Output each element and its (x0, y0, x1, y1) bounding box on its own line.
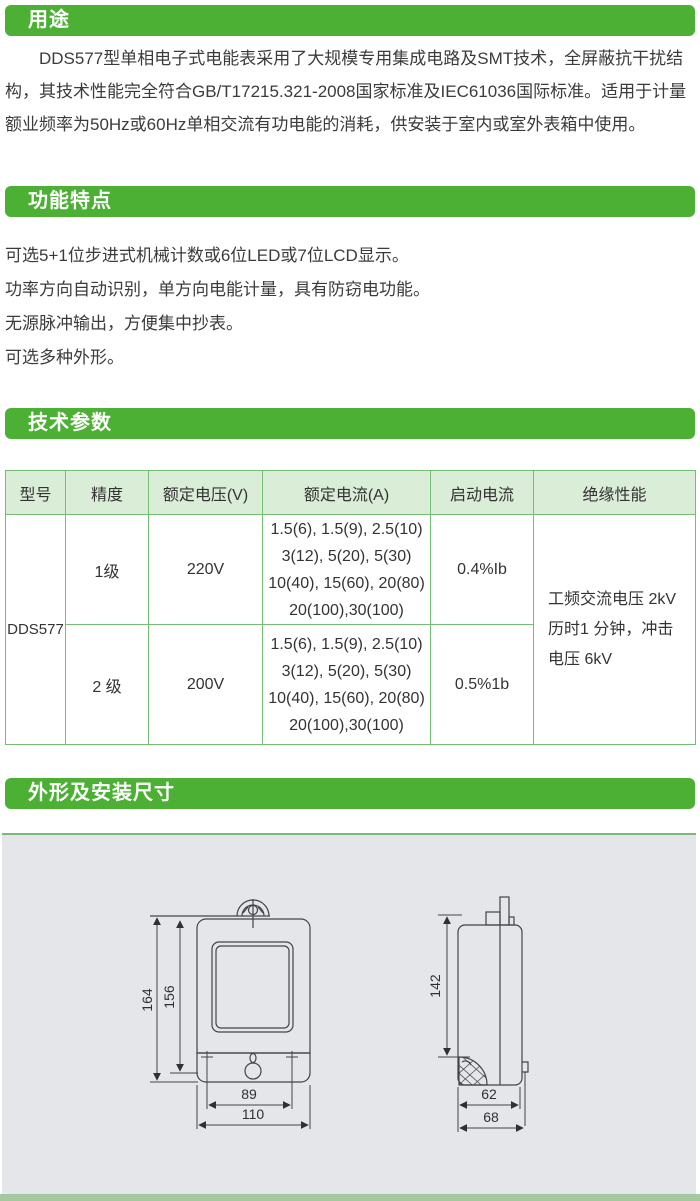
list-item: 可选5+1位步进式机械计数或6位LED或7位LCD显示。 (5, 246, 409, 265)
terminal-cover-outline (196, 1052, 311, 1083)
dimension-drawing-panel: 164 156 89 110 (2, 833, 696, 1195)
section-title: 功能特点 (28, 190, 112, 212)
dimension-label: 142 (427, 974, 443, 998)
current-line: 3(12), 5(20), 5(30) (281, 547, 412, 565)
current-line: 3(12), 5(20), 5(30) (281, 662, 412, 680)
terminal-screw-protrusion (522, 1061, 529, 1073)
dimension-164: 164 (139, 917, 198, 1083)
dimension-label: 156 (161, 985, 177, 1009)
col-header-model: 型号 (5, 470, 66, 515)
model-cell: DDS577 (5, 514, 66, 745)
meter-body-outline (196, 918, 311, 1054)
dimension-label: 89 (241, 1086, 257, 1102)
current-line: 20(100),30(100) (289, 601, 404, 619)
table-row: DDS577 1级 220V 1.5(6), 1.5(9), 2.5(10) 3… (5, 514, 696, 745)
list-item: 无源脉冲输出，方便集中抄表。 (5, 314, 243, 333)
insulation-cell: 工频交流电压 2kV 历时1 分钟，冲击 电压 6kV (533, 514, 696, 745)
table-header-row: 型号 精度 额定电压(V) 额定电流(A) 启动电流 绝缘性能 (5, 470, 696, 515)
voltage-cell: 200V (148, 624, 263, 745)
current-line: 1.5(6), 1.5(9), 2.5(10) (270, 520, 423, 538)
accuracy-cell: 2 级 (65, 624, 149, 745)
dimension-68: 68 (459, 1109, 524, 1132)
dimension-62: 62 (457, 1086, 521, 1132)
section-header-features: 功能特点 (5, 186, 695, 217)
dimension-label: 164 (139, 988, 155, 1012)
footer-divider-strip (0, 1194, 700, 1201)
section-header-specs: 技术参数 (5, 408, 695, 439)
dimension-label: 110 (242, 1106, 265, 1122)
insulation-line: 工频交流电压 2kV (548, 590, 677, 608)
hanging-hook (150, 899, 270, 928)
display-window-inner (215, 945, 290, 1029)
list-item: 功率方向自动识别，单方向电能计量，具有防窃电功能。 (5, 280, 430, 299)
display-window-outer (211, 941, 294, 1033)
section-header-dimensions: 外形及安装尺寸 (5, 778, 695, 809)
current-line: 1.5(6), 1.5(9), 2.5(10) (270, 635, 423, 653)
insulation-line: 历时1 分钟，冲击 (548, 620, 674, 638)
seal-hole (244, 1062, 262, 1080)
section-title: 外形及安装尺寸 (28, 782, 175, 804)
list-item: 可选多种外形。 (5, 348, 124, 367)
features-list: 可选5+1位步进式机械计数或6位LED或7位LCD显示。 功率方向自动识别，单方… (5, 239, 695, 375)
mounting-hole-marks (201, 1051, 298, 1109)
current-line: 20(100),30(100) (289, 716, 404, 734)
dimension-label: 68 (483, 1109, 499, 1125)
dimension-drawing: 164 156 89 110 (139, 896, 529, 1132)
starting-current-cell: 0.5%1b (430, 624, 534, 745)
col-header-accuracy: 精度 (65, 470, 149, 515)
dimension-110: 110 (196, 1085, 311, 1129)
dimension-label: 62 (481, 1086, 497, 1102)
seal-slot (249, 1052, 257, 1064)
front-view-drawing: 164 156 89 110 (139, 899, 311, 1129)
section-title: 用途 (28, 9, 70, 31)
current-cell: 1.5(6), 1.5(9), 2.5(10) 3(12), 5(20), 5(… (262, 514, 431, 625)
col-header-voltage: 额定电压(V) (148, 470, 263, 515)
dimension-142: 142 (427, 914, 470, 1058)
col-header-insulation: 绝缘性能 (533, 470, 696, 515)
insulation-line: 电压 6kV (548, 650, 613, 668)
section-header-usage: 用途 (5, 5, 695, 36)
col-header-starting-current: 启动电流 (430, 470, 534, 515)
voltage-cell: 220V (148, 514, 263, 625)
starting-current-cell: 0.4%Ib (430, 514, 534, 625)
dimension-156: 156 (161, 920, 198, 1074)
section-title: 技术参数 (28, 412, 112, 434)
dimension-89: 89 (208, 1086, 291, 1109)
current-line: 10(40), 15(60), 20(80) (268, 689, 425, 707)
spec-table: 型号 精度 额定电压(V) 额定电流(A) 启动电流 绝缘性能 DDS577 1… (5, 470, 696, 745)
side-view-drawing: 142 62 68 (427, 896, 529, 1132)
col-header-current: 额定电流(A) (262, 470, 431, 515)
table-row: 2 级 200V 1.5(6), 1.5(9), 2.5(10) 3(12), … (6, 624, 696, 745)
side-hook (485, 896, 515, 926)
accuracy-cell: 1级 (65, 514, 149, 625)
current-cell: 1.5(6), 1.5(9), 2.5(10) 3(12), 5(20), 5(… (262, 624, 431, 745)
current-line: 10(40), 15(60), 20(80) (268, 574, 425, 592)
usage-paragraph: DDS577型单相电子式电能表采用了大规模专用集成电路及SMT技术，全屏蔽抗干扰… (5, 49, 687, 134)
